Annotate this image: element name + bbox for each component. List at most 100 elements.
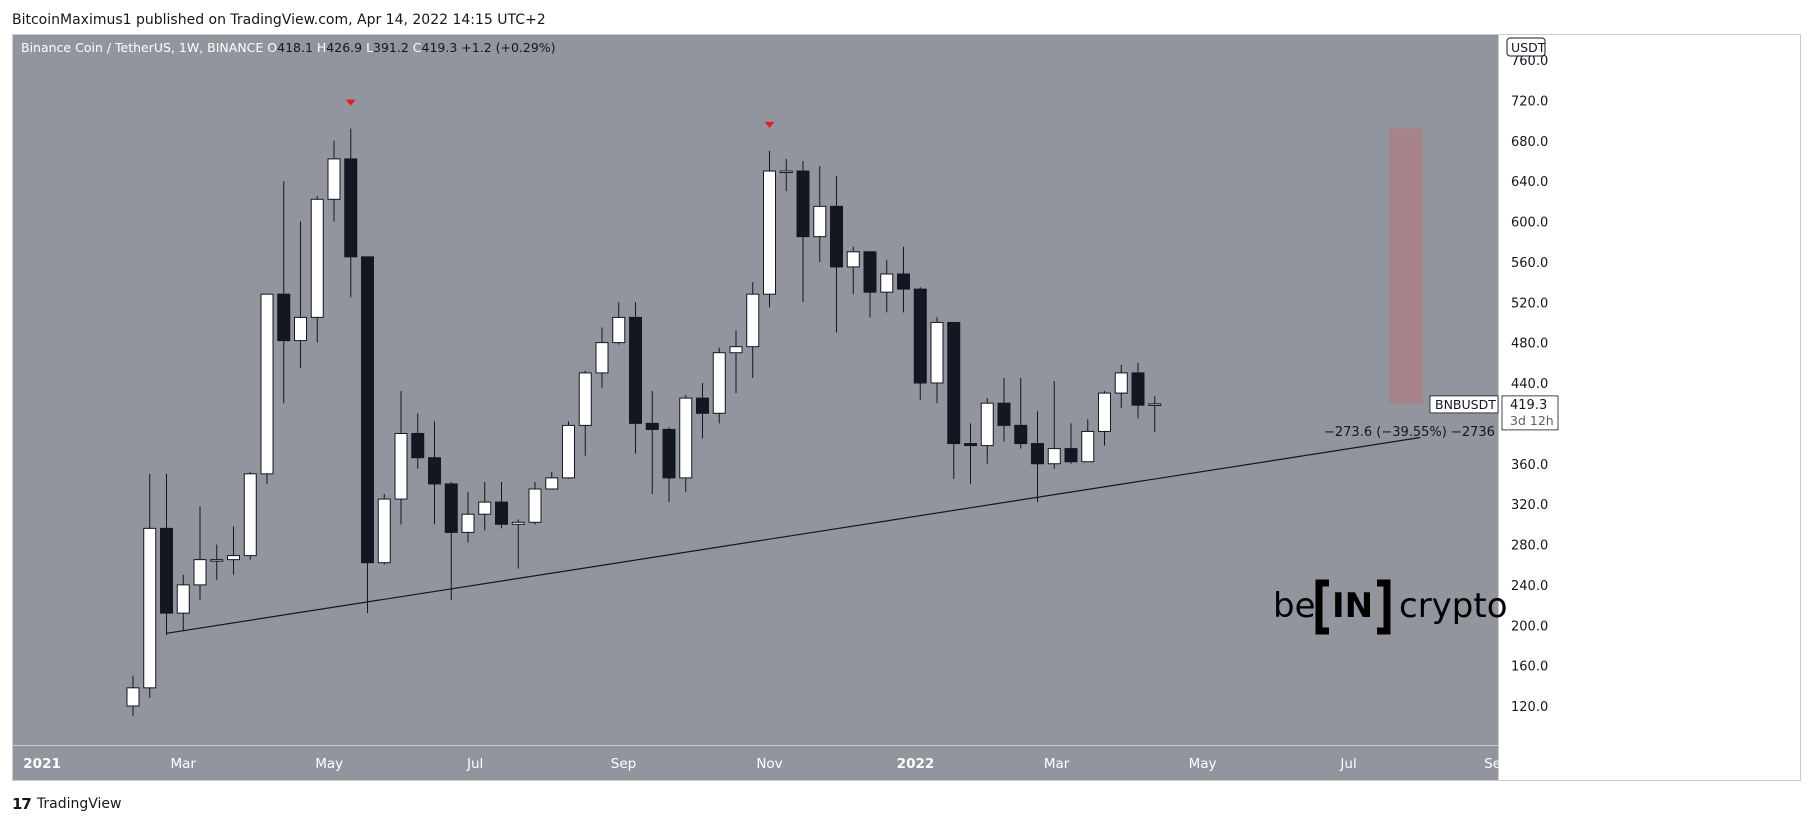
candle-body[interactable] <box>629 316 642 424</box>
candle-body[interactable] <box>260 293 274 475</box>
price-tick-label: 520.0 <box>1511 296 1548 311</box>
candle-body[interactable] <box>344 158 358 258</box>
price-tick-label: 360.0 <box>1511 458 1548 473</box>
candle-body[interactable] <box>394 432 408 500</box>
candle-body[interactable] <box>461 513 475 533</box>
legend-symbol: Binance Coin / TetherUS, 1W, BINANCE <box>21 40 267 55</box>
publish-header: BitcoinMaximus1 published on TradingView… <box>12 12 546 28</box>
legend-h-value: 426.9 <box>326 40 366 55</box>
candle-body[interactable] <box>243 473 257 557</box>
price-tick-label: 600.0 <box>1511 216 1548 231</box>
candle-body[interactable] <box>679 397 693 479</box>
candle-body[interactable] <box>645 422 659 430</box>
candle-body[interactable] <box>176 584 190 614</box>
candle-body[interactable] <box>294 316 307 342</box>
price-tick-label: 320.0 <box>1511 498 1548 513</box>
price-tick-label: 120.0 <box>1511 700 1548 715</box>
candle-body[interactable] <box>511 521 525 525</box>
legend-c-label: C <box>413 40 422 55</box>
candle-body[interactable] <box>160 527 173 614</box>
candle-body[interactable] <box>478 501 492 515</box>
candle-body[interactable] <box>444 483 458 533</box>
candle-body[interactable] <box>880 273 894 293</box>
currency-badge[interactable] <box>1506 37 1546 57</box>
candle-body[interactable] <box>746 293 760 348</box>
candle-body[interactable] <box>863 251 877 293</box>
measure-label: −273.6 (−39.55%) −2736 <box>1324 425 1495 440</box>
candle-body[interactable] <box>1148 403 1162 406</box>
candle-body[interactable] <box>227 555 240 561</box>
candle-body[interactable] <box>1031 443 1044 465</box>
candle-body[interactable] <box>377 498 391 564</box>
footer: 𝟭7 TradingView <box>12 794 121 814</box>
candle-body[interactable] <box>997 402 1011 426</box>
legend-o-label: O <box>267 40 277 55</box>
time-axis-label: 2022 <box>897 756 935 772</box>
price-tick-label: 560.0 <box>1511 256 1548 271</box>
candle-body[interactable] <box>796 170 810 238</box>
time-axis-label: 2021 <box>23 756 61 772</box>
candle-body[interactable] <box>1081 430 1095 463</box>
candle-body[interactable] <box>595 342 609 374</box>
candle-body[interactable] <box>763 170 776 295</box>
last-price-label: 419.3 <box>1510 398 1547 413</box>
candle-body[interactable] <box>913 288 927 384</box>
candle-body[interactable] <box>143 527 157 689</box>
price-tick-label: 760.0 <box>1511 54 1548 69</box>
candle-body[interactable] <box>712 352 726 414</box>
candle-body[interactable] <box>1131 372 1145 406</box>
legend-h-label: H <box>317 40 326 55</box>
candle-body[interactable] <box>578 372 592 426</box>
candle-body[interactable] <box>1114 372 1128 394</box>
candle-body[interactable] <box>897 273 910 290</box>
time-axis-label: Nov <box>756 756 782 772</box>
price-tick-label: 240.0 <box>1511 579 1548 594</box>
time-axis-label: Jul <box>466 756 483 772</box>
legend-change: +1.2 (+0.29%) <box>461 40 555 55</box>
candle-body[interactable] <box>696 397 709 414</box>
time-axis-label: May <box>1189 756 1217 772</box>
support-trendline[interactable] <box>166 436 1421 634</box>
candle-body[interactable] <box>210 559 224 562</box>
target-zone <box>1389 128 1423 404</box>
candle-body[interactable] <box>846 251 860 268</box>
candle-body[interactable] <box>528 488 542 523</box>
candle-body[interactable] <box>830 205 843 268</box>
candle-body[interactable] <box>1047 448 1061 465</box>
candle-body[interactable] <box>779 170 793 174</box>
watermark-suffix: crypto <box>1399 586 1508 626</box>
plot-area[interactable] <box>13 35 1498 745</box>
tradingview-logo-icon[interactable]: 𝟭7 <box>12 795 32 813</box>
candle-body[interactable] <box>545 477 559 490</box>
watermark-prefix: be <box>1273 586 1316 626</box>
candle-body[interactable] <box>729 346 743 354</box>
candle-body[interactable] <box>310 198 324 318</box>
legend-o-value: 418.1 <box>277 40 317 55</box>
candle-body[interactable] <box>126 687 140 707</box>
candle-body[interactable] <box>277 293 291 342</box>
candle-body[interactable] <box>612 316 626 344</box>
candle-body[interactable] <box>813 205 827 238</box>
candle-body[interactable] <box>1064 448 1078 463</box>
candle-body[interactable] <box>930 321 944 384</box>
candle-body[interactable] <box>1098 392 1111 432</box>
candle-body[interactable] <box>428 457 441 485</box>
price-tick-label: 200.0 <box>1511 619 1548 634</box>
candle-body[interactable] <box>411 432 425 459</box>
time-axis-label: Mar <box>1044 756 1070 772</box>
candle-body[interactable] <box>193 559 207 586</box>
candle-body[interactable] <box>1014 424 1028 445</box>
candle-body[interactable] <box>662 428 676 479</box>
price-chart[interactable]: Binance Coin / TetherUS, 1W, BINANCE O41… <box>13 35 1800 780</box>
time-axis-label: May <box>315 756 343 772</box>
candle-body[interactable] <box>562 424 575 479</box>
candle-body[interactable] <box>964 443 977 447</box>
candle-countdown: 3d 12h <box>1510 413 1554 428</box>
candle-body[interactable] <box>980 402 994 447</box>
candle-body[interactable] <box>327 158 341 200</box>
candle-body[interactable] <box>495 501 508 525</box>
candle-body[interactable] <box>361 256 374 564</box>
candle-body[interactable] <box>947 321 961 445</box>
footer-brand: TradingView <box>36 796 122 812</box>
price-tick-label: 720.0 <box>1511 94 1548 109</box>
